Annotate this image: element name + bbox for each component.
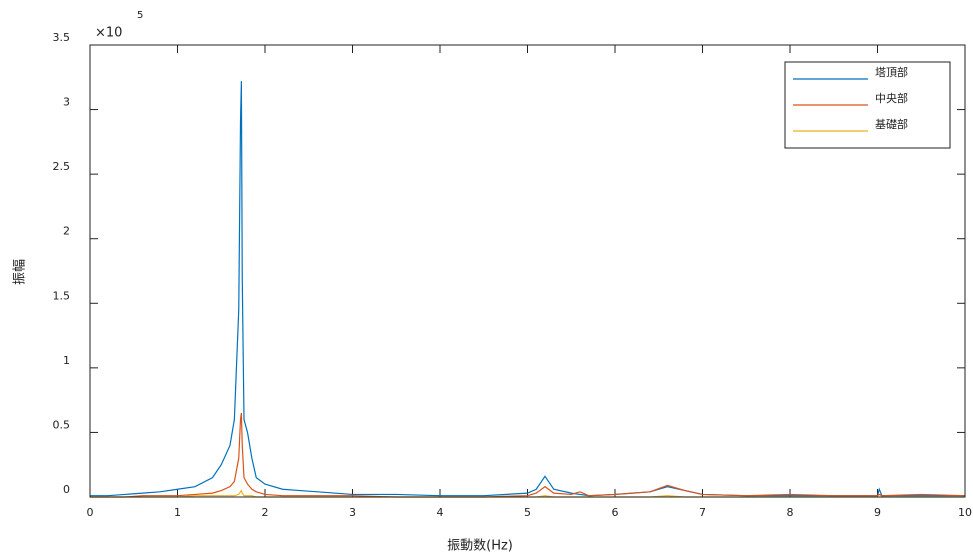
- x-tick-label: 10: [958, 506, 972, 519]
- y-tick-label: 2: [63, 225, 70, 238]
- y-tick-label: 2.5: [53, 160, 71, 173]
- y-tick-label: 3: [63, 96, 70, 109]
- x-tick-label: 9: [874, 506, 881, 519]
- x-tick-label: 3: [349, 506, 356, 519]
- y-multiplier-exponent: 5: [137, 10, 143, 21]
- y-tick-label: 1.5: [53, 289, 71, 302]
- y-tick-label: 3.5: [53, 31, 71, 44]
- x-tick-label: 2: [262, 506, 269, 519]
- x-tick-label: 7: [699, 506, 706, 519]
- y-tick-label: 0.5: [53, 418, 71, 431]
- x-tick-label: 6: [612, 506, 619, 519]
- legend-label: 基礎部: [875, 117, 908, 131]
- y-axis-label: 振幅: [13, 259, 28, 285]
- y-multiplier: ×10: [95, 26, 122, 41]
- legend-label: 中央部: [875, 91, 908, 105]
- plot-frame: [89, 44, 966, 498]
- x-tick-label: 4: [437, 506, 444, 519]
- series-line: [90, 412, 966, 498]
- legend-label: 塔頂部: [875, 65, 908, 79]
- x-tick-label: 1: [174, 506, 181, 519]
- x-tick-label: 5: [524, 506, 531, 519]
- x-tick-label: 0: [87, 506, 94, 519]
- x-tick-label: 8: [787, 506, 794, 519]
- y-tick-label: 0: [63, 483, 70, 496]
- x-axis-label: 振動数(Hz): [447, 539, 513, 554]
- y-tick-label: 1: [63, 354, 70, 367]
